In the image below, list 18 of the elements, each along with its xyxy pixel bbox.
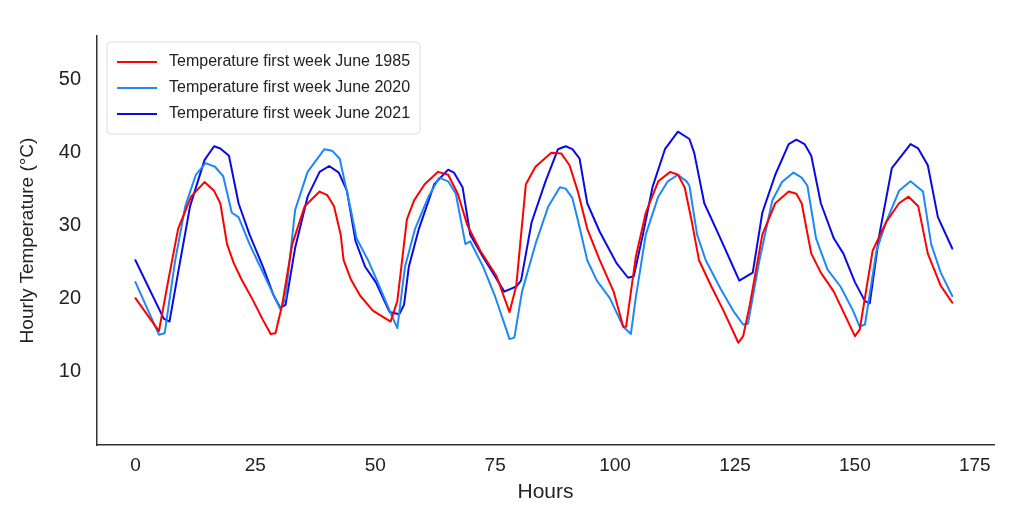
y-axis-title: Hourly Temperature (°C) [15, 137, 37, 344]
x-tick-label: 50 [364, 453, 386, 475]
y-tick-label: 30 [58, 213, 82, 236]
x-tick-label: 150 [839, 453, 871, 475]
x-axis-title: Hours [517, 479, 574, 503]
y-tick-label: 40 [58, 140, 82, 163]
x-tick-label: 0 [130, 453, 141, 475]
legend-label: Temperature first week June 2021 [169, 104, 411, 122]
y-tick-label: 50 [58, 67, 82, 90]
x-tick-label: 175 [958, 453, 991, 475]
x-tick-label: 100 [599, 453, 631, 475]
x-tick-label: 25 [244, 453, 266, 475]
legend-label: Temperature first week June 2020 [169, 78, 411, 96]
y-tick-label: 20 [58, 286, 82, 309]
x-tick-label: 125 [719, 453, 751, 475]
y-tick-label: 10 [58, 359, 82, 382]
x-tick-label: 75 [484, 453, 506, 475]
legend-label: Temperature first week June 1985 [169, 52, 411, 70]
